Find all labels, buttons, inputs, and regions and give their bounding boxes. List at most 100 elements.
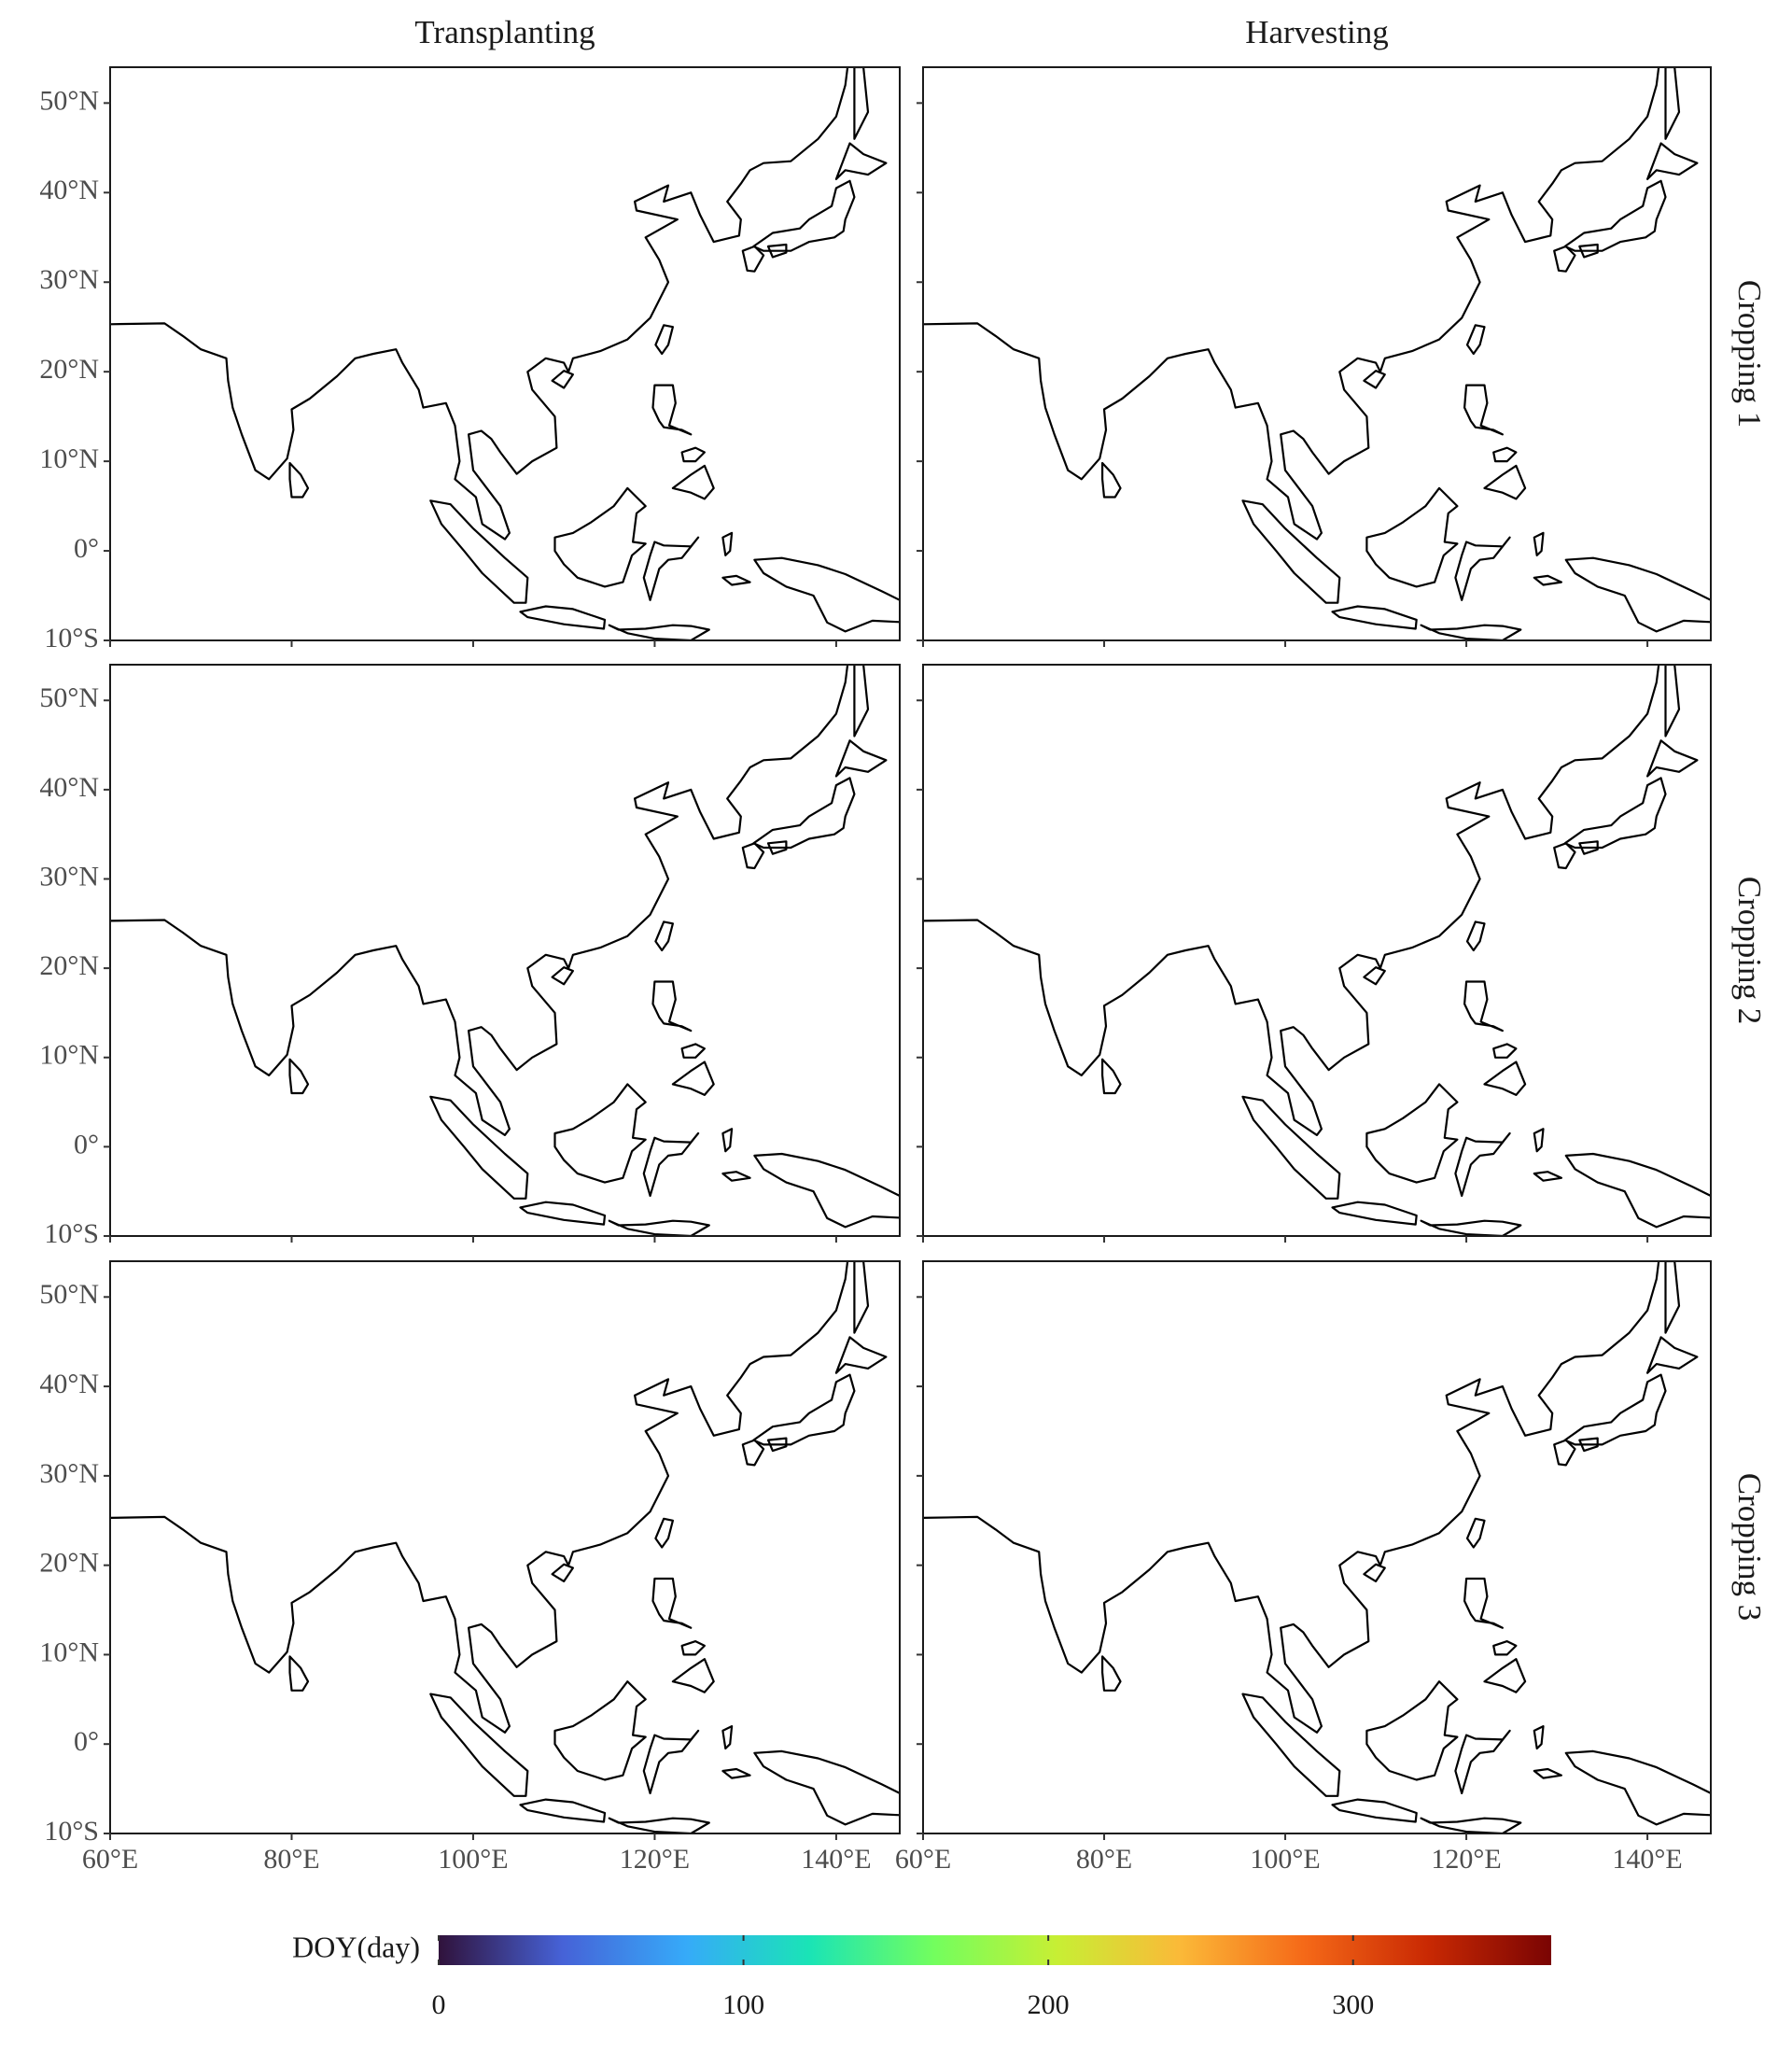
- coastline: [429, 1693, 529, 1797]
- coastline: [608, 624, 710, 640]
- panel-frame: [922, 66, 1712, 641]
- coastline: [429, 499, 529, 604]
- coastline: [1578, 243, 1599, 259]
- coastline: [651, 384, 693, 436]
- coastline: [1483, 1061, 1527, 1096]
- y-tick-label: 20°N: [39, 354, 99, 385]
- coastline: [1465, 1517, 1486, 1549]
- coastline: [110, 67, 849, 541]
- y-tick-label: 50°N: [39, 1279, 99, 1310]
- coastline: [1646, 142, 1699, 180]
- coastline: [766, 1437, 788, 1453]
- coastline: [1241, 499, 1341, 604]
- coastline: [721, 1767, 751, 1779]
- coastline: [721, 531, 734, 556]
- x-tick-label: 140°E: [801, 1844, 871, 1875]
- coastline: [642, 536, 700, 601]
- map-panel: [110, 1261, 900, 1833]
- y-tick-label: 40°N: [39, 772, 99, 803]
- coastline: [642, 1729, 700, 1794]
- coastline: [1553, 842, 1576, 870]
- coastline: [1363, 1563, 1386, 1582]
- y-tick-label: 10°S: [44, 623, 99, 653]
- y-tick-label: 10°N: [39, 443, 99, 474]
- coastline: [1363, 966, 1386, 986]
- coastline: [721, 1171, 751, 1182]
- coastline: [1533, 1171, 1562, 1182]
- map-panel: [110, 665, 900, 1236]
- coastline: [1578, 1437, 1599, 1453]
- colorbar-tick-label: 300: [1332, 1989, 1374, 2020]
- coastline: [859, 665, 865, 667]
- x-tick-label: 100°E: [1250, 1844, 1320, 1875]
- coastline: [1670, 67, 1676, 69]
- coastline: [654, 1517, 674, 1549]
- coastline: [1563, 1373, 1667, 1446]
- colorbar-label: DOY(day): [292, 1930, 420, 1963]
- coastline: [288, 461, 310, 499]
- map-panel: [923, 1261, 1711, 1833]
- coastline: [671, 1658, 715, 1693]
- y-tick-label: 10°N: [39, 1040, 99, 1071]
- coastline: [1564, 1749, 1711, 1826]
- coastline: [766, 840, 788, 855]
- coastline: [651, 1577, 693, 1629]
- coastline: [1101, 1655, 1122, 1692]
- coastline: [1483, 1658, 1527, 1693]
- coastline: [1463, 384, 1504, 436]
- coastline: [1463, 980, 1504, 1033]
- coastline: [1664, 665, 1681, 738]
- coastline: [608, 1817, 710, 1833]
- map-panel: [923, 665, 1711, 1236]
- y-tick-label: 40°N: [39, 175, 99, 205]
- coastline: [1492, 1640, 1518, 1656]
- x-tick-label: 80°E: [1076, 1844, 1132, 1875]
- coastline: [1533, 531, 1545, 556]
- coastline: [608, 1219, 710, 1236]
- colorbar: [439, 1935, 1551, 1965]
- coastline: [551, 1563, 574, 1582]
- coastline: [1646, 1336, 1699, 1374]
- coastline: [651, 980, 693, 1033]
- coastline: [923, 1261, 1660, 1734]
- coastline: [553, 1680, 647, 1781]
- coastline: [1420, 1817, 1522, 1833]
- colorbar-tick-label: 100: [722, 1989, 764, 2020]
- coastline: [1670, 1261, 1676, 1263]
- coastline: [1463, 1577, 1504, 1629]
- y-tick-label: 20°N: [39, 1548, 99, 1579]
- coastline: [1533, 574, 1562, 586]
- coastline: [1553, 1439, 1576, 1467]
- coastline: [752, 777, 856, 850]
- coastline: [753, 1152, 900, 1229]
- y-tick-label: 50°N: [39, 682, 99, 713]
- coastline: [1563, 777, 1667, 850]
- x-tick-label: 80°E: [263, 1844, 319, 1875]
- coastline: [923, 67, 1660, 541]
- y-tick-label: 10°S: [44, 1218, 99, 1249]
- coastline: [1533, 1725, 1545, 1750]
- coastline: [834, 739, 888, 778]
- coastline: [1664, 67, 1681, 140]
- coastline: [551, 370, 574, 389]
- coastline: [1454, 1729, 1511, 1794]
- coastline: [1241, 1693, 1341, 1797]
- coastline: [1564, 1152, 1711, 1229]
- coastline: [1670, 665, 1676, 667]
- coastline: [1533, 1128, 1545, 1153]
- y-tick-label: 40°N: [39, 1369, 99, 1399]
- coastline: [741, 1439, 765, 1467]
- coastline: [1483, 464, 1527, 500]
- coastline: [1465, 920, 1486, 952]
- coastline: [1465, 324, 1486, 356]
- coastline: [753, 556, 900, 633]
- colorbar-tick-label: 200: [1028, 1989, 1070, 2020]
- coastline: [1365, 1680, 1459, 1781]
- coastline: [1553, 245, 1576, 273]
- coastline: [721, 1128, 734, 1153]
- coastline: [429, 1095, 529, 1200]
- coastline: [680, 446, 706, 463]
- row-label: Cropping 1: [1731, 280, 1768, 428]
- x-tick-label: 100°E: [438, 1844, 508, 1875]
- coastline: [834, 142, 888, 180]
